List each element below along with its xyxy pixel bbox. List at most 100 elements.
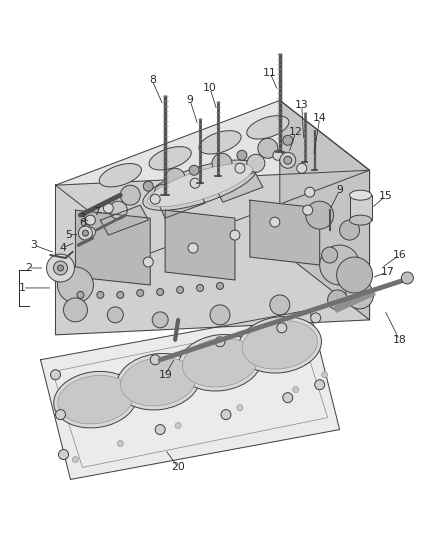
Circle shape xyxy=(297,163,307,173)
Circle shape xyxy=(78,226,92,240)
Text: 7: 7 xyxy=(93,207,100,217)
Circle shape xyxy=(110,201,127,219)
Circle shape xyxy=(46,254,74,282)
Text: 17: 17 xyxy=(381,267,394,277)
Circle shape xyxy=(339,220,360,240)
Bar xyxy=(350,195,371,220)
Circle shape xyxy=(216,282,223,289)
Text: 3: 3 xyxy=(30,240,37,250)
Ellipse shape xyxy=(350,215,371,225)
Circle shape xyxy=(237,405,243,410)
Circle shape xyxy=(197,285,204,292)
Text: 9: 9 xyxy=(336,185,343,195)
Circle shape xyxy=(177,286,184,294)
Ellipse shape xyxy=(143,160,257,211)
Text: 16: 16 xyxy=(392,250,406,260)
Circle shape xyxy=(306,201,334,229)
Ellipse shape xyxy=(120,358,196,406)
Ellipse shape xyxy=(117,353,200,410)
Circle shape xyxy=(57,265,64,271)
Circle shape xyxy=(120,185,140,205)
Circle shape xyxy=(212,154,232,173)
Circle shape xyxy=(201,169,219,187)
Text: 15: 15 xyxy=(378,191,392,201)
Circle shape xyxy=(57,267,93,303)
Circle shape xyxy=(237,150,247,160)
Circle shape xyxy=(56,410,66,419)
Ellipse shape xyxy=(148,164,252,207)
Text: 11: 11 xyxy=(263,68,277,77)
Circle shape xyxy=(85,227,95,237)
Circle shape xyxy=(117,441,124,447)
Circle shape xyxy=(321,247,338,263)
Text: 3: 3 xyxy=(79,213,86,223)
Circle shape xyxy=(157,288,164,295)
Text: 1: 1 xyxy=(19,283,26,293)
Ellipse shape xyxy=(178,335,261,391)
Ellipse shape xyxy=(238,317,321,373)
Circle shape xyxy=(320,245,360,285)
Ellipse shape xyxy=(182,338,258,387)
Text: 18: 18 xyxy=(392,335,406,345)
Text: 10: 10 xyxy=(203,84,217,93)
Text: 12: 12 xyxy=(289,127,303,138)
Circle shape xyxy=(154,184,172,202)
Circle shape xyxy=(221,410,231,419)
Circle shape xyxy=(53,261,67,275)
Polygon shape xyxy=(215,172,263,202)
Circle shape xyxy=(280,152,296,168)
Circle shape xyxy=(50,370,60,379)
Text: 6: 6 xyxy=(79,218,86,228)
Ellipse shape xyxy=(54,372,137,428)
Polygon shape xyxy=(158,188,205,218)
Text: 13: 13 xyxy=(295,100,309,110)
Ellipse shape xyxy=(350,190,371,200)
Circle shape xyxy=(152,312,168,328)
Circle shape xyxy=(215,337,225,347)
Polygon shape xyxy=(41,310,339,480)
Circle shape xyxy=(64,298,88,322)
Circle shape xyxy=(270,217,280,227)
Polygon shape xyxy=(56,100,370,255)
Text: 9: 9 xyxy=(187,95,194,106)
Ellipse shape xyxy=(247,116,289,139)
Polygon shape xyxy=(75,210,150,285)
Ellipse shape xyxy=(58,375,133,424)
Polygon shape xyxy=(165,210,235,280)
Circle shape xyxy=(247,154,265,172)
Ellipse shape xyxy=(99,164,141,187)
Circle shape xyxy=(59,449,68,459)
Circle shape xyxy=(137,289,144,296)
Circle shape xyxy=(175,423,181,429)
Ellipse shape xyxy=(199,131,241,154)
Polygon shape xyxy=(100,205,148,235)
Ellipse shape xyxy=(149,147,191,170)
Circle shape xyxy=(284,156,292,164)
Circle shape xyxy=(230,230,240,240)
Circle shape xyxy=(210,305,230,325)
Text: 2: 2 xyxy=(25,263,32,273)
Text: 4: 4 xyxy=(59,243,66,253)
Text: 8: 8 xyxy=(149,76,155,85)
Circle shape xyxy=(277,323,287,333)
Circle shape xyxy=(150,355,160,365)
Text: 19: 19 xyxy=(158,370,172,379)
Circle shape xyxy=(103,203,113,213)
Circle shape xyxy=(77,292,84,298)
Circle shape xyxy=(346,281,374,309)
Polygon shape xyxy=(280,100,370,320)
Text: 5: 5 xyxy=(65,230,72,240)
Circle shape xyxy=(190,178,200,188)
Text: 14: 14 xyxy=(313,114,327,123)
Circle shape xyxy=(314,379,325,390)
Circle shape xyxy=(321,372,328,378)
Circle shape xyxy=(85,215,95,225)
Circle shape xyxy=(311,313,321,323)
Circle shape xyxy=(270,295,290,315)
Circle shape xyxy=(72,456,78,463)
Circle shape xyxy=(143,181,153,191)
Circle shape xyxy=(97,292,104,298)
Circle shape xyxy=(337,257,372,293)
Text: 20: 20 xyxy=(171,463,185,472)
Polygon shape xyxy=(250,200,320,265)
